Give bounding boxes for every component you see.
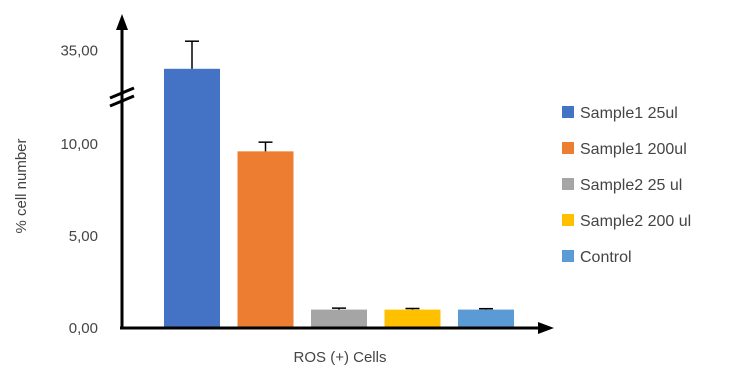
y-tick-label: 0,00 <box>69 320 98 337</box>
error-bar <box>479 307 493 310</box>
y-axis-arrow <box>116 14 128 30</box>
bar <box>458 309 514 328</box>
legend-label: Sample1 25ul <box>580 105 678 122</box>
y-tick-label: 35,00 <box>60 42 98 59</box>
error-bar <box>258 141 273 152</box>
error-bars <box>185 40 493 310</box>
legend-item: Sample2 200 ul <box>562 213 691 230</box>
y-tick-label: 10,00 <box>60 136 98 153</box>
legend-swatch <box>562 250 574 262</box>
legend-label: Sample2 200 ul <box>580 213 691 230</box>
x-axis-arrow <box>538 322 554 334</box>
bar <box>311 309 367 328</box>
error-bar <box>185 40 199 69</box>
legend-swatch <box>562 106 574 118</box>
legend-swatch <box>562 142 574 154</box>
y-tick-labels: 0,00 5,00 10,00 35,00 <box>60 42 98 337</box>
y-axis-title: % cell number <box>13 138 30 233</box>
legend-label: Sample1 200ul <box>580 141 687 158</box>
y-tick-label: 5,00 <box>69 228 98 245</box>
x-axis-title: ROS (+) Cells <box>294 349 387 366</box>
bar <box>384 309 441 328</box>
bars <box>164 68 514 329</box>
legend-item: Control <box>562 249 632 266</box>
legend-item: Sample1 200ul <box>562 141 687 158</box>
legend: Sample1 25ul Sample1 200ul Sample2 25 ul Sa… <box>562 105 691 266</box>
legend-item: Sample1 25ul <box>562 105 678 122</box>
legend-label: Sample2 25 ul <box>580 177 682 194</box>
bar <box>237 151 294 328</box>
legend-swatch <box>562 178 574 190</box>
error-bar <box>405 307 420 310</box>
axis-break <box>109 86 135 108</box>
legend-label: Control <box>580 249 632 266</box>
legend-item: Sample2 25 ul <box>562 177 682 194</box>
legend-swatch <box>562 214 574 226</box>
bar <box>164 68 220 329</box>
error-bar <box>332 307 346 310</box>
